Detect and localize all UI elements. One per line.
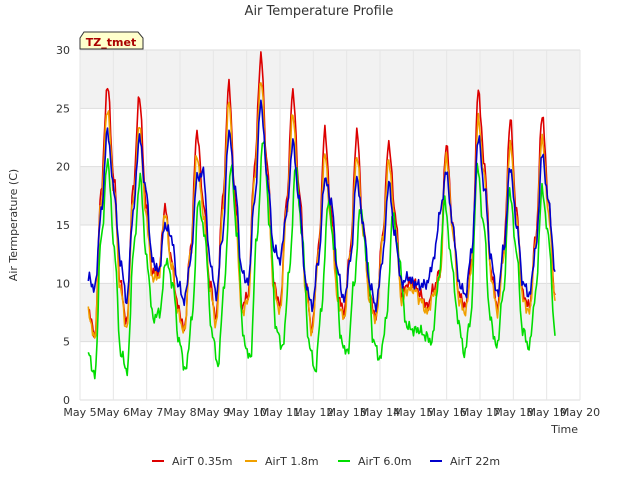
y-tick-label: 25 bbox=[56, 102, 70, 115]
y-tick-label: 5 bbox=[63, 336, 70, 349]
legend-label: AirT 0.35m bbox=[172, 455, 233, 468]
annotation-text: TZ_tmet bbox=[86, 36, 136, 49]
series-line-2 bbox=[87, 140, 556, 380]
y-tick-label: 20 bbox=[56, 161, 70, 174]
x-tick-label: May 5 bbox=[63, 406, 96, 419]
x-tick-label: May 18 bbox=[493, 406, 533, 419]
x-tick-label: May 20 bbox=[560, 406, 600, 419]
series-lines bbox=[87, 51, 556, 380]
y-tick-label: 15 bbox=[56, 219, 70, 232]
series-line-3 bbox=[87, 99, 556, 313]
y-axis-label: Air Termperature (C) bbox=[7, 169, 20, 281]
x-tick-label: May 6 bbox=[97, 406, 130, 419]
x-tick-label: May 19 bbox=[527, 406, 567, 419]
y-axis-ticks: 0 5 10 15 20 25 30 bbox=[56, 44, 70, 407]
x-tick-label: May 17 bbox=[460, 406, 500, 419]
x-tick-label: May 15 bbox=[393, 406, 433, 419]
x-tick-label: May 12 bbox=[293, 406, 333, 419]
x-tick-label: May 14 bbox=[360, 406, 400, 419]
series-line-0 bbox=[87, 51, 556, 338]
y-tick-label: 10 bbox=[56, 277, 70, 290]
x-tick-label: May 9 bbox=[197, 406, 230, 419]
background-band bbox=[80, 50, 580, 109]
x-tick-label: May 16 bbox=[427, 406, 467, 419]
y-tick-label: 0 bbox=[63, 394, 70, 407]
x-tick-label: May 11 bbox=[260, 406, 300, 419]
chart-title: Air Temperature Profile bbox=[245, 4, 394, 19]
tz-tmet-annotation: TZ_tmet bbox=[79, 31, 144, 50]
legend: AirT 0.35m AirT 1.8m AirT 6.0m AirT 22m bbox=[152, 455, 500, 468]
background-band bbox=[80, 283, 580, 342]
y-tick-label: 30 bbox=[56, 44, 70, 57]
x-tick-label: May 13 bbox=[327, 406, 367, 419]
legend-label: AirT 6.0m bbox=[358, 455, 412, 468]
x-tick-label: May 7 bbox=[130, 406, 163, 419]
legend-label: AirT 1.8m bbox=[265, 455, 319, 468]
annotation-box bbox=[79, 31, 144, 50]
legend-label: AirT 22m bbox=[450, 455, 500, 468]
x-axis-label: Time bbox=[550, 423, 578, 436]
x-tick-label: May 10 bbox=[227, 406, 267, 419]
x-tick-label: May 8 bbox=[163, 406, 196, 419]
